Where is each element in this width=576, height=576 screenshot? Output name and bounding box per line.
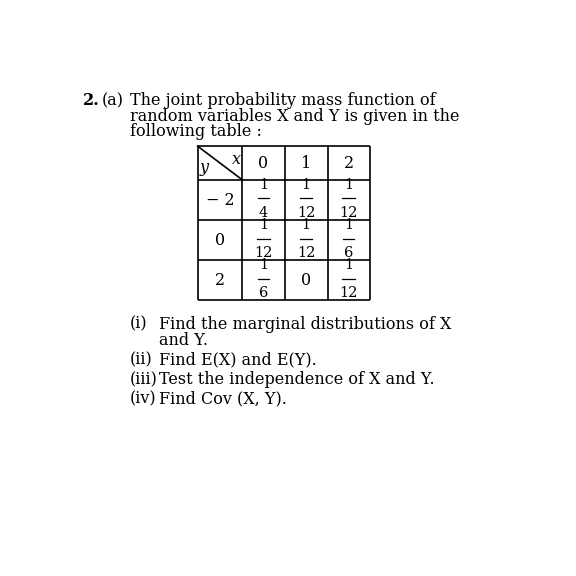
Text: 2: 2 (215, 272, 225, 289)
Text: (ii): (ii) (130, 352, 153, 369)
Text: (a): (a) (101, 92, 123, 109)
Text: y: y (200, 159, 209, 176)
Text: Find E(X) and E(Y).: Find E(X) and E(Y). (159, 352, 317, 369)
Text: and Y.: and Y. (159, 332, 208, 350)
Text: 12: 12 (297, 206, 315, 220)
Text: 12: 12 (339, 286, 358, 300)
Text: 1: 1 (301, 154, 311, 172)
Text: 0: 0 (301, 272, 311, 289)
Text: x: x (232, 151, 241, 168)
Text: 2.: 2. (83, 92, 100, 109)
Text: (i): (i) (130, 316, 148, 332)
Text: 1: 1 (259, 218, 268, 232)
Text: following table :: following table : (130, 123, 262, 140)
Text: Find the marginal distributions of X: Find the marginal distributions of X (159, 316, 451, 332)
Text: The joint probability mass function of: The joint probability mass function of (130, 92, 436, 109)
Text: Find Cov (X, Y).: Find Cov (X, Y). (159, 390, 287, 407)
Text: 1: 1 (301, 218, 310, 232)
Text: 6: 6 (344, 246, 353, 260)
Text: 12: 12 (254, 246, 272, 260)
Text: 1: 1 (301, 179, 310, 192)
Text: − 2: − 2 (206, 191, 234, 209)
Text: 0: 0 (215, 232, 225, 249)
Text: random variables X and Y is given in the: random variables X and Y is given in the (130, 108, 460, 124)
Text: (iii): (iii) (130, 371, 158, 388)
Text: 6: 6 (259, 286, 268, 300)
Text: 0: 0 (259, 154, 268, 172)
Text: 2: 2 (344, 154, 354, 172)
Text: 1: 1 (259, 259, 268, 272)
Text: 1: 1 (259, 179, 268, 192)
Text: 1: 1 (344, 179, 353, 192)
Text: 4: 4 (259, 206, 268, 220)
Text: 1: 1 (344, 218, 353, 232)
Text: 12: 12 (297, 246, 315, 260)
Text: (iv): (iv) (130, 390, 157, 407)
Text: 12: 12 (339, 206, 358, 220)
Text: Test the independence of X and Y.: Test the independence of X and Y. (159, 371, 434, 388)
Text: 1: 1 (344, 259, 353, 272)
